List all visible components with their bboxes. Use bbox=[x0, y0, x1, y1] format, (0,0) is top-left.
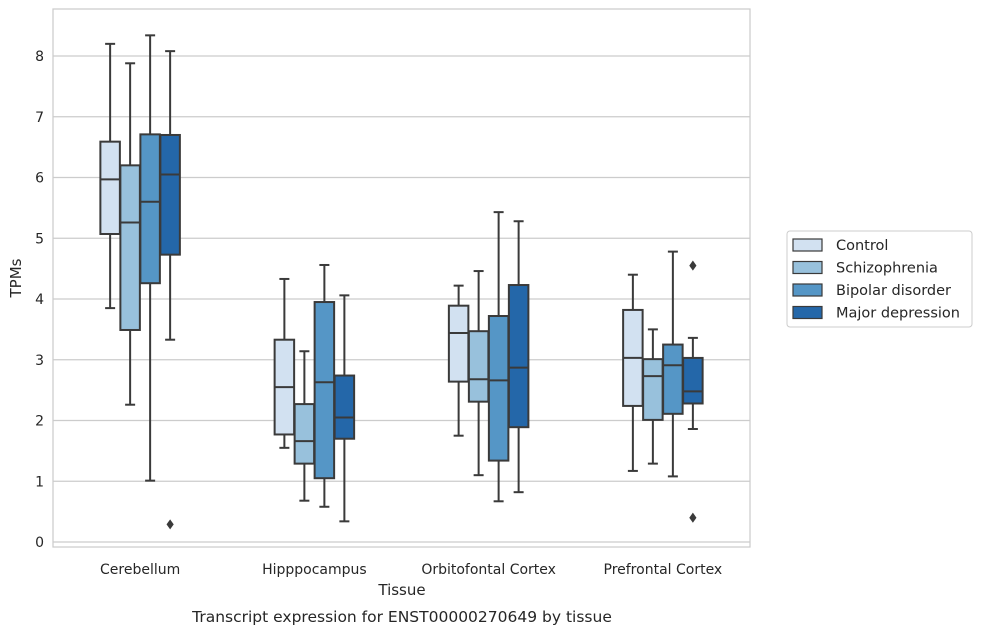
box-body bbox=[682, 356, 704, 405]
box-body bbox=[507, 284, 530, 429]
box-major-depression bbox=[507, 220, 530, 494]
legend-label: Schizophrenia bbox=[836, 261, 938, 277]
box-body bbox=[662, 343, 684, 415]
box-body bbox=[487, 315, 510, 462]
legend-swatch bbox=[792, 305, 823, 320]
x-axis-label: Tissue bbox=[377, 581, 425, 599]
legend-swatch bbox=[792, 283, 823, 297]
y-tick-label: 2 bbox=[35, 414, 44, 430]
box-control bbox=[273, 277, 296, 449]
category-group bbox=[273, 263, 356, 523]
legend-swatch bbox=[792, 238, 823, 252]
box-bipolar-disorder bbox=[662, 250, 684, 478]
box-groups bbox=[99, 34, 704, 530]
box-body bbox=[139, 133, 161, 285]
outlier-marker bbox=[166, 519, 174, 530]
x-tick-label: Prefrontal Cortex bbox=[604, 562, 723, 578]
y-tick-label: 5 bbox=[35, 231, 44, 247]
legend-label: Control bbox=[836, 238, 888, 254]
category-group bbox=[447, 211, 530, 503]
box-body bbox=[119, 164, 141, 331]
x-tick-labels: Cerebellum Hipppocampus Orbitofontal Corte… bbox=[100, 562, 722, 578]
y-tick-label: 4 bbox=[35, 292, 44, 308]
y-tick-label: 1 bbox=[35, 474, 44, 490]
y-axis-label: TPMs bbox=[7, 258, 25, 298]
legend-swatch bbox=[792, 260, 823, 275]
legend-item: Bipolar disorder bbox=[792, 283, 951, 299]
box-control bbox=[622, 273, 644, 472]
y-tick-label: 0 bbox=[35, 535, 44, 551]
legend-item: Control bbox=[792, 238, 888, 254]
box-major-depression bbox=[333, 294, 356, 523]
y-tick-label: 7 bbox=[35, 110, 44, 126]
box-major-depression bbox=[159, 50, 181, 530]
category-group bbox=[99, 34, 181, 530]
y-tick-label: 3 bbox=[35, 353, 44, 369]
outlier-marker bbox=[689, 512, 697, 523]
legend: Control Schizophrenia Bipolar disorder Majo… bbox=[786, 230, 973, 328]
y-tick-label: 8 bbox=[35, 49, 44, 65]
x-tick-label: Hipppocampus bbox=[262, 562, 367, 578]
figure-caption: Transcript expression for ENST0000027064… bbox=[191, 608, 612, 626]
outlier-marker bbox=[689, 260, 697, 271]
box-schizophrenia bbox=[642, 328, 664, 465]
x-tick-label: Cerebellum bbox=[100, 562, 180, 578]
box-body bbox=[642, 358, 664, 421]
box-body bbox=[159, 133, 181, 256]
legend-label: Major depression bbox=[836, 306, 960, 322]
box-major-depression bbox=[682, 260, 704, 523]
box-body bbox=[333, 374, 356, 440]
legend-item: Schizophrenia bbox=[792, 260, 938, 277]
box-body bbox=[467, 330, 490, 403]
y-tick-label: 6 bbox=[35, 171, 44, 187]
box-bipolar-disorder bbox=[313, 263, 336, 508]
box-body bbox=[99, 140, 121, 235]
plot-frame bbox=[52, 8, 751, 548]
box-bipolar-disorder bbox=[139, 34, 161, 482]
y-tick-labels: 0 1 2 3 4 5 6 7 8 bbox=[35, 49, 44, 551]
box-body bbox=[313, 301, 336, 480]
category-group bbox=[622, 250, 704, 523]
legend-item: Major depression bbox=[792, 305, 960, 322]
x-tick-label: Orbitofontal Cortex bbox=[421, 562, 556, 578]
legend-label: Bipolar disorder bbox=[836, 283, 951, 299]
legend-items: Control Schizophrenia Bipolar disorder Majo… bbox=[792, 238, 960, 322]
box-bipolar-disorder bbox=[487, 211, 510, 503]
box-body bbox=[293, 403, 316, 465]
box-body bbox=[447, 304, 470, 383]
legend-frame bbox=[786, 230, 973, 328]
